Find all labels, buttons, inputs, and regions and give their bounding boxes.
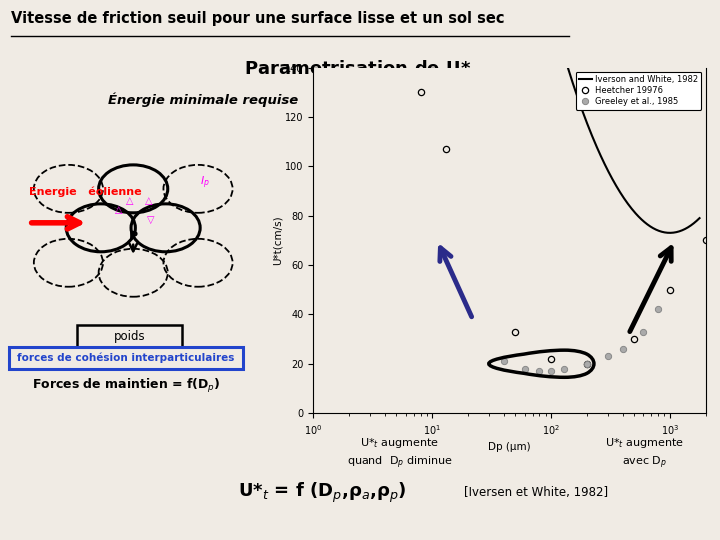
Heetcher 19976 xyxy=(441,146,450,152)
Text: poids: poids xyxy=(114,330,145,343)
Greeley et al., 1985 xyxy=(560,366,569,372)
Text: △: △ xyxy=(145,196,153,206)
Text: $I_p$: $I_p$ xyxy=(200,174,210,191)
Iverson and White, 1982 xyxy=(552,24,561,31)
Iverson and White, 1982 xyxy=(696,215,704,221)
Greeley et al., 1985 xyxy=(639,328,648,335)
Heetcher 19976 xyxy=(665,286,674,293)
Text: Parametrisation de U*$_t$: Parametrisation de U*$_t$ xyxy=(243,58,477,79)
Heetcher 19976 xyxy=(510,328,519,335)
Line: Iverson and White, 1982: Iverson and White, 1982 xyxy=(313,0,700,233)
Text: forces de cohésion interparticulaires: forces de cohésion interparticulaires xyxy=(17,353,235,363)
X-axis label: Dp (μm): Dp (μm) xyxy=(488,442,531,452)
Legend: Iverson and White, 1982, Heetcher 19976, Greeley et al., 1985: Iverson and White, 1982, Heetcher 19976,… xyxy=(576,72,701,110)
Heetcher 19976 xyxy=(582,361,591,367)
Greeley et al., 1985 xyxy=(618,346,627,352)
Y-axis label: U*t(cm/s): U*t(cm/s) xyxy=(272,215,282,265)
Greeley et al., 1985 xyxy=(582,361,591,367)
Text: △: △ xyxy=(126,196,133,206)
Greeley et al., 1985 xyxy=(546,368,555,374)
Greeley et al., 1985 xyxy=(535,368,544,374)
Text: Energie   éolienne: Energie éolienne xyxy=(29,187,141,197)
FancyBboxPatch shape xyxy=(77,325,182,348)
Greeley et al., 1985 xyxy=(654,306,662,313)
Line: Greeley et al., 1985: Greeley et al., 1985 xyxy=(500,306,662,374)
Text: ▽: ▽ xyxy=(148,215,155,225)
Heetcher 19976 xyxy=(701,237,710,244)
Line: Heetcher 19976: Heetcher 19976 xyxy=(418,89,708,367)
Text: Forces de maintien = f(D$_p$): Forces de maintien = f(D$_p$) xyxy=(32,377,220,395)
Text: Énergie minimale requise: Énergie minimale requise xyxy=(108,93,298,107)
Iverson and White, 1982 xyxy=(590,137,598,144)
Heetcher 19976 xyxy=(630,336,639,342)
FancyBboxPatch shape xyxy=(9,347,243,369)
Heetcher 19976 xyxy=(546,355,555,362)
Text: U*$_t$ augmente
quand  D$_p$ diminue: U*$_t$ augmente quand D$_p$ diminue xyxy=(346,436,453,471)
Text: [Iversen et White, 1982]: [Iversen et White, 1982] xyxy=(464,486,608,499)
Greeley et al., 1985 xyxy=(521,366,529,372)
Text: Vitesse de friction seuil pour une surface lisse et un sol sec: Vitesse de friction seuil pour une surfa… xyxy=(11,11,504,26)
Greeley et al., 1985 xyxy=(500,358,508,365)
Text: U*$_t$ = f (D$_p$,ρ$_a$,ρ$_p$): U*$_t$ = f (D$_p$,ρ$_a$,ρ$_p$) xyxy=(238,481,406,505)
Heetcher 19976 xyxy=(416,89,425,96)
Iverson and White, 1982 xyxy=(588,133,596,139)
Text: P: P xyxy=(129,230,138,244)
Greeley et al., 1985 xyxy=(603,353,612,360)
Iverson and White, 1982 xyxy=(665,230,674,236)
Text: △: △ xyxy=(115,205,122,215)
Text: U*$_t$ augmente
avec D$_p$: U*$_t$ augmente avec D$_p$ xyxy=(605,436,684,471)
